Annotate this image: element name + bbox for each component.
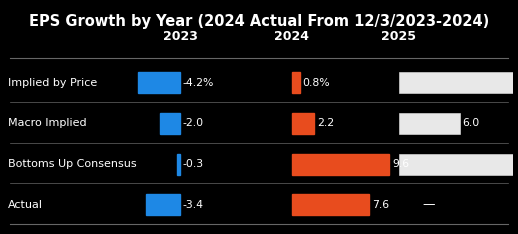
Bar bbox=[399, 154, 518, 175]
Text: 2024: 2024 bbox=[275, 30, 309, 43]
Bar bbox=[399, 113, 459, 134]
Bar bbox=[292, 113, 314, 134]
Text: —: — bbox=[423, 198, 435, 211]
Bar bbox=[399, 72, 518, 93]
Text: 2025: 2025 bbox=[381, 30, 416, 43]
Bar bbox=[177, 154, 180, 175]
Text: Macro Implied: Macro Implied bbox=[8, 118, 87, 128]
Text: -0.3: -0.3 bbox=[183, 159, 204, 169]
Text: 2023: 2023 bbox=[163, 30, 198, 43]
Bar bbox=[146, 194, 180, 215]
Text: 7.6: 7.6 bbox=[372, 200, 389, 210]
Text: Actual: Actual bbox=[8, 200, 42, 210]
Bar bbox=[160, 113, 180, 134]
Bar bbox=[138, 72, 180, 93]
Text: -3.4: -3.4 bbox=[183, 200, 204, 210]
Text: EPS Growth by Year (2024 Actual From 12/3/2023-2024): EPS Growth by Year (2024 Actual From 12/… bbox=[29, 14, 489, 29]
Text: 2.2: 2.2 bbox=[317, 118, 334, 128]
Text: -2.0: -2.0 bbox=[183, 118, 204, 128]
Text: 0.8%: 0.8% bbox=[303, 78, 330, 88]
Bar bbox=[292, 194, 369, 215]
Bar bbox=[292, 72, 300, 93]
Text: -4.2%: -4.2% bbox=[183, 78, 214, 88]
Bar bbox=[292, 154, 390, 175]
Text: 9.6: 9.6 bbox=[392, 159, 409, 169]
Text: Bottoms Up Consensus: Bottoms Up Consensus bbox=[8, 159, 136, 169]
Text: Implied by Price: Implied by Price bbox=[8, 78, 97, 88]
Text: 6.0: 6.0 bbox=[462, 118, 479, 128]
